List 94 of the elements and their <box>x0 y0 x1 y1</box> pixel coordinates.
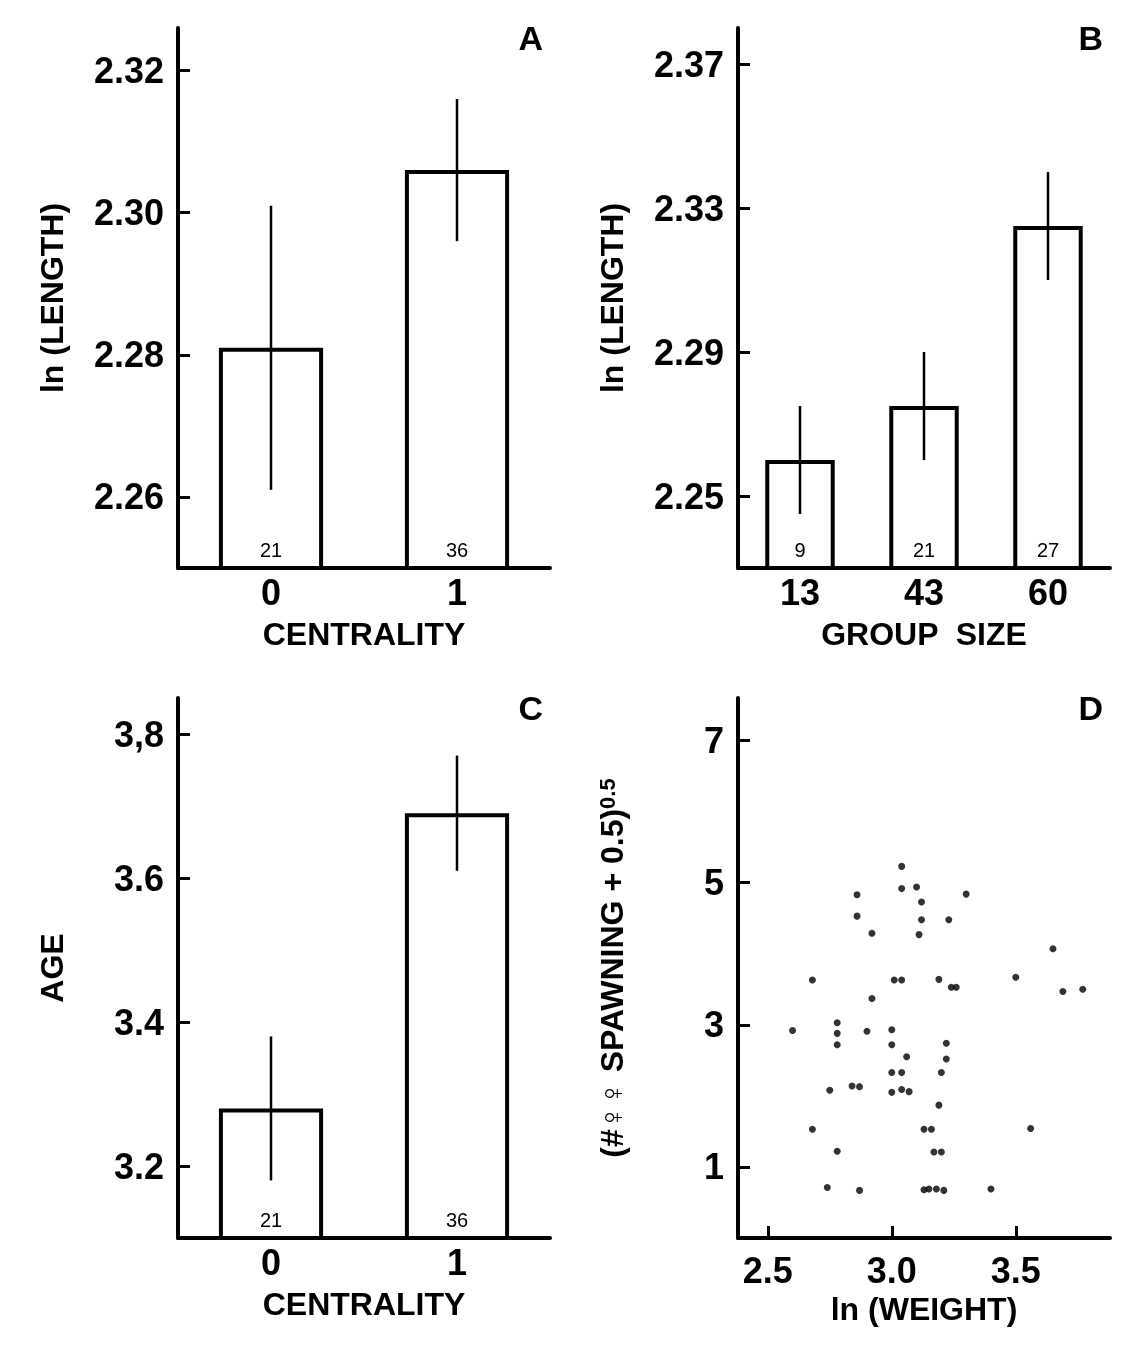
point <box>856 1083 864 1091</box>
point <box>937 1148 945 1156</box>
point <box>920 1125 928 1133</box>
x-tick-label: 3.5 <box>990 1249 1041 1291</box>
y-axis-title: AGE <box>34 933 70 1003</box>
point <box>863 1027 871 1035</box>
y-tick-label: 2.26 <box>93 476 164 518</box>
point <box>833 1019 841 1027</box>
point <box>915 931 923 939</box>
point <box>898 1068 906 1076</box>
annotation: 21 <box>912 539 936 561</box>
point <box>1012 973 1020 981</box>
y-tick-label: 2.32 <box>93 50 164 92</box>
y-axis-title: (#♀♀ SPAWNING + 0.5)0.5 <box>594 778 630 1158</box>
point <box>942 1055 950 1063</box>
x-tick-label: 3.0 <box>866 1249 917 1291</box>
point <box>898 884 906 892</box>
point <box>833 1041 841 1049</box>
point <box>918 898 926 906</box>
point <box>888 1026 896 1034</box>
x-axis-title: ln (WEIGHT) <box>830 1291 1018 1327</box>
y-tick-label: 2.29 <box>653 331 724 373</box>
point <box>826 1086 834 1094</box>
point <box>918 916 926 924</box>
point <box>833 1147 841 1155</box>
y-tick-label: 5 <box>703 862 724 904</box>
point <box>888 1068 896 1076</box>
point <box>1079 985 1087 993</box>
y-tick-label: 3,8 <box>113 713 164 755</box>
point <box>898 862 906 870</box>
x-tick-label: 1 <box>446 571 468 613</box>
point <box>1059 987 1067 995</box>
x-tick-label: 0 <box>260 1241 282 1283</box>
annotation: 21 <box>259 1209 283 1231</box>
x-tick-label: 43 <box>903 571 945 613</box>
chart-title: C <box>518 689 544 727</box>
point <box>823 1184 831 1192</box>
point <box>945 916 953 924</box>
y-tick-label: 1 <box>703 1146 724 1188</box>
point <box>898 976 906 984</box>
point <box>935 1101 943 1109</box>
x-tick-label: 0 <box>260 571 282 613</box>
y-tick-label: 3.2 <box>113 1145 164 1187</box>
point <box>888 1041 896 1049</box>
annotation: 36 <box>445 539 469 561</box>
point <box>942 1039 950 1047</box>
point <box>927 1125 935 1133</box>
y-tick-label: 2.25 <box>653 475 724 517</box>
point <box>937 1068 945 1076</box>
point <box>789 1027 797 1035</box>
point <box>890 976 898 984</box>
point <box>905 1088 913 1096</box>
point <box>940 1186 948 1194</box>
y-tick-label: 2.28 <box>93 334 164 376</box>
x-axis-title: CENTRALITY <box>262 616 466 652</box>
point <box>868 929 876 937</box>
point <box>853 891 861 899</box>
y-axis-title: ln (LENGTH) <box>34 202 70 394</box>
point <box>888 1088 896 1096</box>
point <box>856 1186 864 1194</box>
x-axis-title: CENTRALITY <box>262 1286 466 1322</box>
point <box>903 1053 911 1061</box>
chart-title: D <box>1078 689 1104 727</box>
y-tick-label: 3.6 <box>113 857 164 899</box>
point <box>952 983 960 991</box>
point <box>1049 945 1057 953</box>
y-tick-label: 2.37 <box>653 43 724 85</box>
point <box>935 975 943 983</box>
y-axis-title: ln (LENGTH) <box>594 202 630 394</box>
y-tick-label: 3.4 <box>113 1001 164 1043</box>
point <box>833 1029 841 1037</box>
annotation: 21 <box>259 539 283 561</box>
annotation: 9 <box>794 539 806 561</box>
x-tick-label: 2.5 <box>742 1249 793 1291</box>
x-tick-label: 60 <box>1027 571 1069 613</box>
point <box>962 890 970 898</box>
point <box>898 1086 906 1093</box>
point <box>913 883 921 891</box>
x-axis-title: GROUP SIZE <box>821 616 1027 652</box>
x-tick-label: 1 <box>446 1241 468 1283</box>
annotation: 36 <box>445 1209 469 1231</box>
point <box>808 1125 816 1133</box>
x-tick-label: 13 <box>779 571 821 613</box>
point <box>868 995 876 1003</box>
point <box>808 976 816 984</box>
point <box>1027 1125 1035 1133</box>
y-tick-label: 7 <box>703 720 724 762</box>
y-tick-label: 2.30 <box>93 192 164 234</box>
chart-title: A <box>518 19 544 57</box>
chart-title: B <box>1078 19 1104 57</box>
y-tick-label: 3 <box>703 1004 724 1046</box>
annotation: 27 <box>1036 539 1060 561</box>
y-tick-label: 2.33 <box>653 187 724 229</box>
point <box>932 1185 940 1193</box>
